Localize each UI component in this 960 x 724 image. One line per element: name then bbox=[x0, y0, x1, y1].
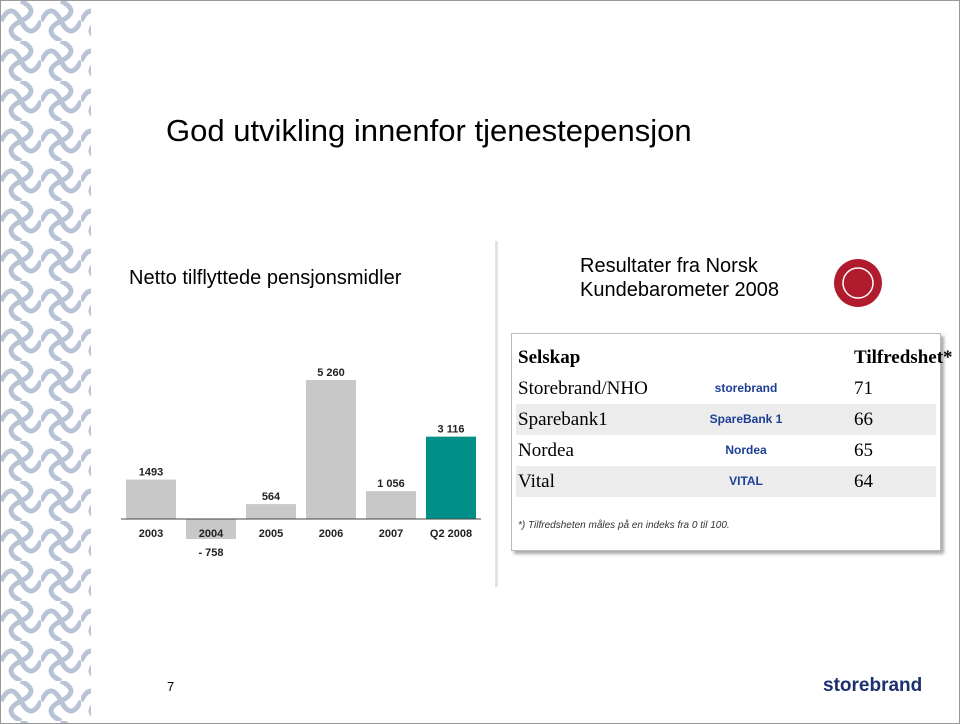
value-label: 564 bbox=[262, 491, 281, 503]
x-tick-label: 2006 bbox=[319, 528, 343, 540]
bar bbox=[186, 519, 236, 540]
table-row: Storebrand/NHO storebrand 71 bbox=[516, 373, 936, 404]
value-label: - 758 bbox=[198, 547, 223, 559]
header-cell: Tilfredshet* bbox=[854, 347, 953, 368]
value-label: 1493 bbox=[139, 466, 163, 478]
table-cell: Sparebank1 bbox=[518, 409, 608, 430]
table-header: Selskap Tilfredshet* bbox=[516, 342, 953, 373]
bar bbox=[246, 504, 296, 519]
divider bbox=[495, 241, 498, 587]
chart: 1493 2003 - 758 2004 564 2005 5 260 2006 1 056 20… bbox=[121, 367, 481, 559]
table-cell: 66 bbox=[854, 409, 873, 430]
bar bbox=[366, 491, 416, 519]
badge bbox=[834, 259, 882, 307]
x-tick-label: 2007 bbox=[379, 528, 403, 540]
table-cell: 65 bbox=[854, 440, 873, 461]
company-logo: Nordea bbox=[725, 443, 767, 457]
value-label: 3 116 bbox=[438, 424, 465, 436]
table-cell: 64 bbox=[854, 471, 873, 492]
x-tick-label: 2003 bbox=[139, 528, 163, 540]
x-tick-label: Q2 2008 bbox=[430, 528, 472, 540]
chart-title: Netto tilflyttede pensjonsmidler bbox=[129, 267, 402, 289]
company-logo: storebrand bbox=[714, 381, 778, 395]
bar bbox=[126, 479, 176, 519]
bar bbox=[426, 436, 476, 519]
table-title: Resultater fra Norsk Kundebarometer 2008 bbox=[580, 255, 780, 301]
company-logo: VITAL bbox=[729, 474, 763, 488]
footnote: *) Tilfredsheten måles på en indeks fra … bbox=[518, 520, 730, 531]
slide-title: God utvikling innenfor tjenestepensjon bbox=[166, 113, 692, 148]
table-row: Sparebank1 SpareBank 1 66 bbox=[516, 404, 936, 435]
x-tick-label: 2004 bbox=[199, 528, 224, 540]
value-label: 5 260 bbox=[317, 367, 345, 379]
company-logo: SpareBank 1 bbox=[709, 412, 783, 426]
table-row: Vital VITAL 64 bbox=[516, 466, 936, 497]
table-cell: 71 bbox=[854, 378, 873, 399]
table: Selskap Tilfredshet* Storebrand/NHO store… bbox=[511, 333, 953, 551]
logo: storebrand bbox=[823, 675, 923, 696]
table-cell: Nordea bbox=[518, 440, 574, 461]
bar bbox=[306, 380, 356, 519]
table-row: Nordea Nordea 65 bbox=[516, 435, 936, 466]
table-cell: Vital bbox=[518, 471, 555, 492]
x-tick-label: 2005 bbox=[259, 528, 283, 540]
header-cell: Selskap bbox=[518, 347, 581, 368]
pattern bbox=[1, 1, 91, 723]
value-label: 1 056 bbox=[377, 478, 405, 490]
table-cell: Storebrand/NHO bbox=[518, 378, 648, 399]
page-number: 7 bbox=[167, 679, 175, 694]
